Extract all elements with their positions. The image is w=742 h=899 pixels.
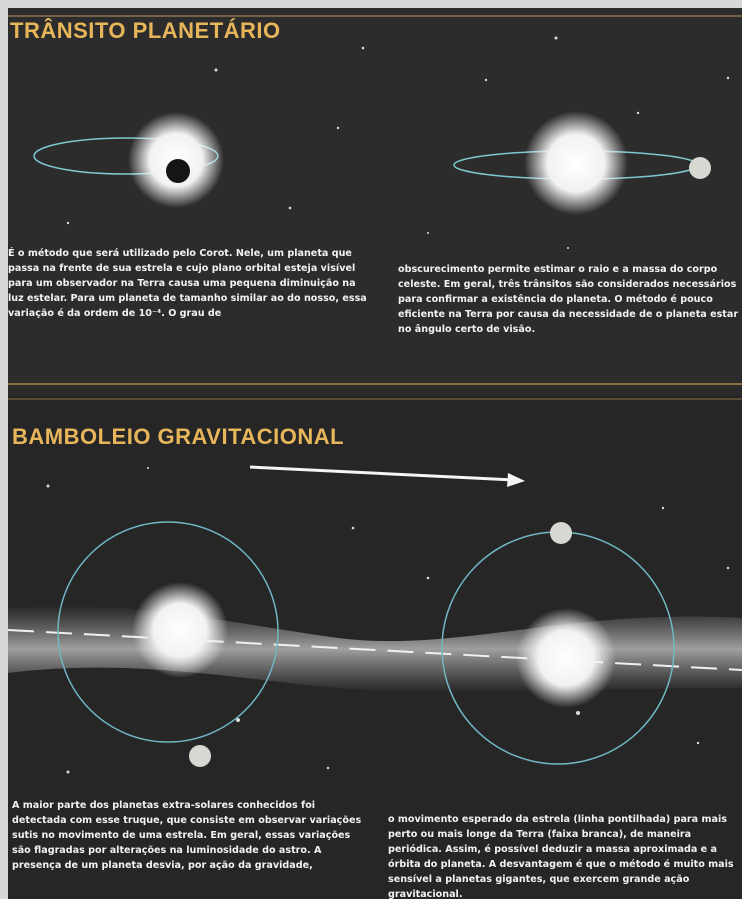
- planet: [689, 157, 711, 179]
- planet: [550, 522, 572, 544]
- paragraph: obscurecimento permite estimar o raio e …: [398, 262, 742, 337]
- section-title: BAMBOLEIO GRAVITACIONAL: [12, 424, 344, 450]
- star: [516, 608, 616, 708]
- paragraph: A maior parte dos planetas extra-solares…: [12, 798, 364, 873]
- paragraph: É o método que será utilizado pelo Corot…: [8, 246, 370, 321]
- star: [524, 111, 628, 215]
- star: [132, 582, 228, 678]
- planet: [166, 159, 190, 183]
- planet: [189, 745, 211, 767]
- paragraph: o movimento esperado da estrela (linha p…: [388, 812, 742, 899]
- page: TRÂNSITO PLANETÁRIO É o método que será …: [8, 8, 742, 899]
- section-title: TRÂNSITO PLANETÁRIO: [10, 18, 281, 44]
- illustration: [8, 8, 742, 899]
